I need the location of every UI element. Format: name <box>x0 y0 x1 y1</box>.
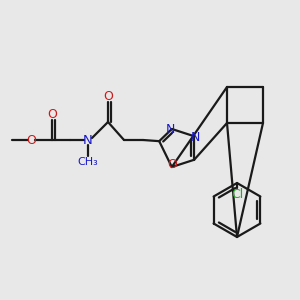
Text: N: N <box>166 124 176 136</box>
Text: N: N <box>83 134 93 146</box>
Text: O: O <box>103 91 113 103</box>
Text: O: O <box>26 134 36 146</box>
Text: O: O <box>47 109 57 122</box>
Text: Cl: Cl <box>231 188 243 200</box>
Text: O: O <box>167 158 177 170</box>
Text: N: N <box>190 131 200 144</box>
Text: CH₃: CH₃ <box>78 157 98 167</box>
